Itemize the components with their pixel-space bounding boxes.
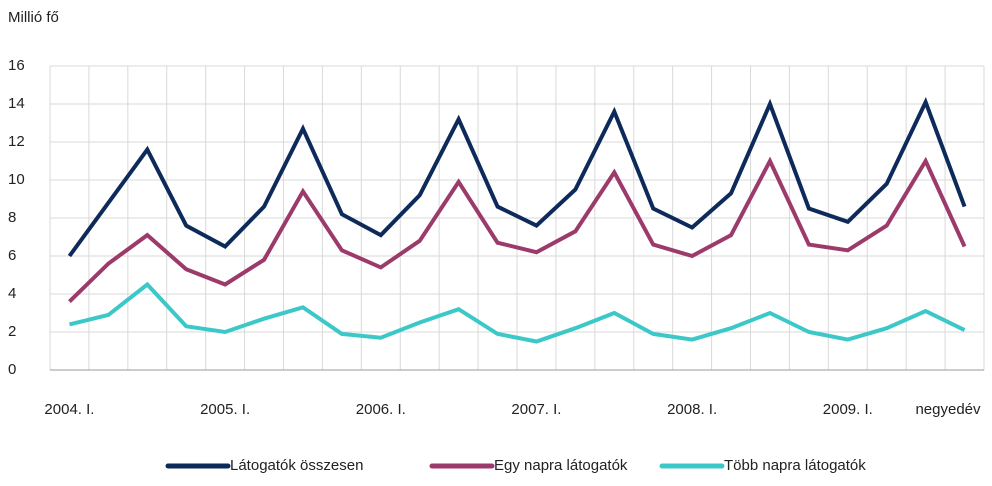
x-tick-label: 2007. I. bbox=[511, 401, 561, 418]
legend-label: Több napra látogatók bbox=[724, 457, 866, 474]
y-tick-label: 0 bbox=[8, 361, 16, 378]
y-tick-label: 8 bbox=[8, 209, 16, 226]
y-tick-label: 14 bbox=[8, 95, 25, 112]
line-series bbox=[68, 156, 967, 304]
legend-label: Egy napra látogatók bbox=[494, 457, 628, 474]
y-tick-label: 10 bbox=[8, 171, 25, 188]
y-tick-label: 16 bbox=[8, 57, 25, 74]
y-tick-label: 6 bbox=[8, 247, 16, 264]
x-tick-label: 2004. I. bbox=[44, 401, 94, 418]
line-series bbox=[68, 281, 966, 344]
x-tick-label: 2005. I. bbox=[200, 401, 250, 418]
y-tick-label: 12 bbox=[8, 133, 25, 150]
x-tick-label: 2006. I. bbox=[356, 401, 406, 418]
x-axis-label: negyedév bbox=[915, 401, 981, 418]
x-tick-label: 2008. I. bbox=[667, 401, 717, 418]
line-series bbox=[67, 96, 967, 258]
y-tick-label: 4 bbox=[8, 285, 16, 302]
y-axis-label: Millió fő bbox=[8, 9, 59, 26]
y-tick-label: 2 bbox=[8, 323, 16, 340]
legend-label: Látogatók összesen bbox=[230, 457, 363, 474]
x-tick-label: 2009. I. bbox=[823, 401, 873, 418]
